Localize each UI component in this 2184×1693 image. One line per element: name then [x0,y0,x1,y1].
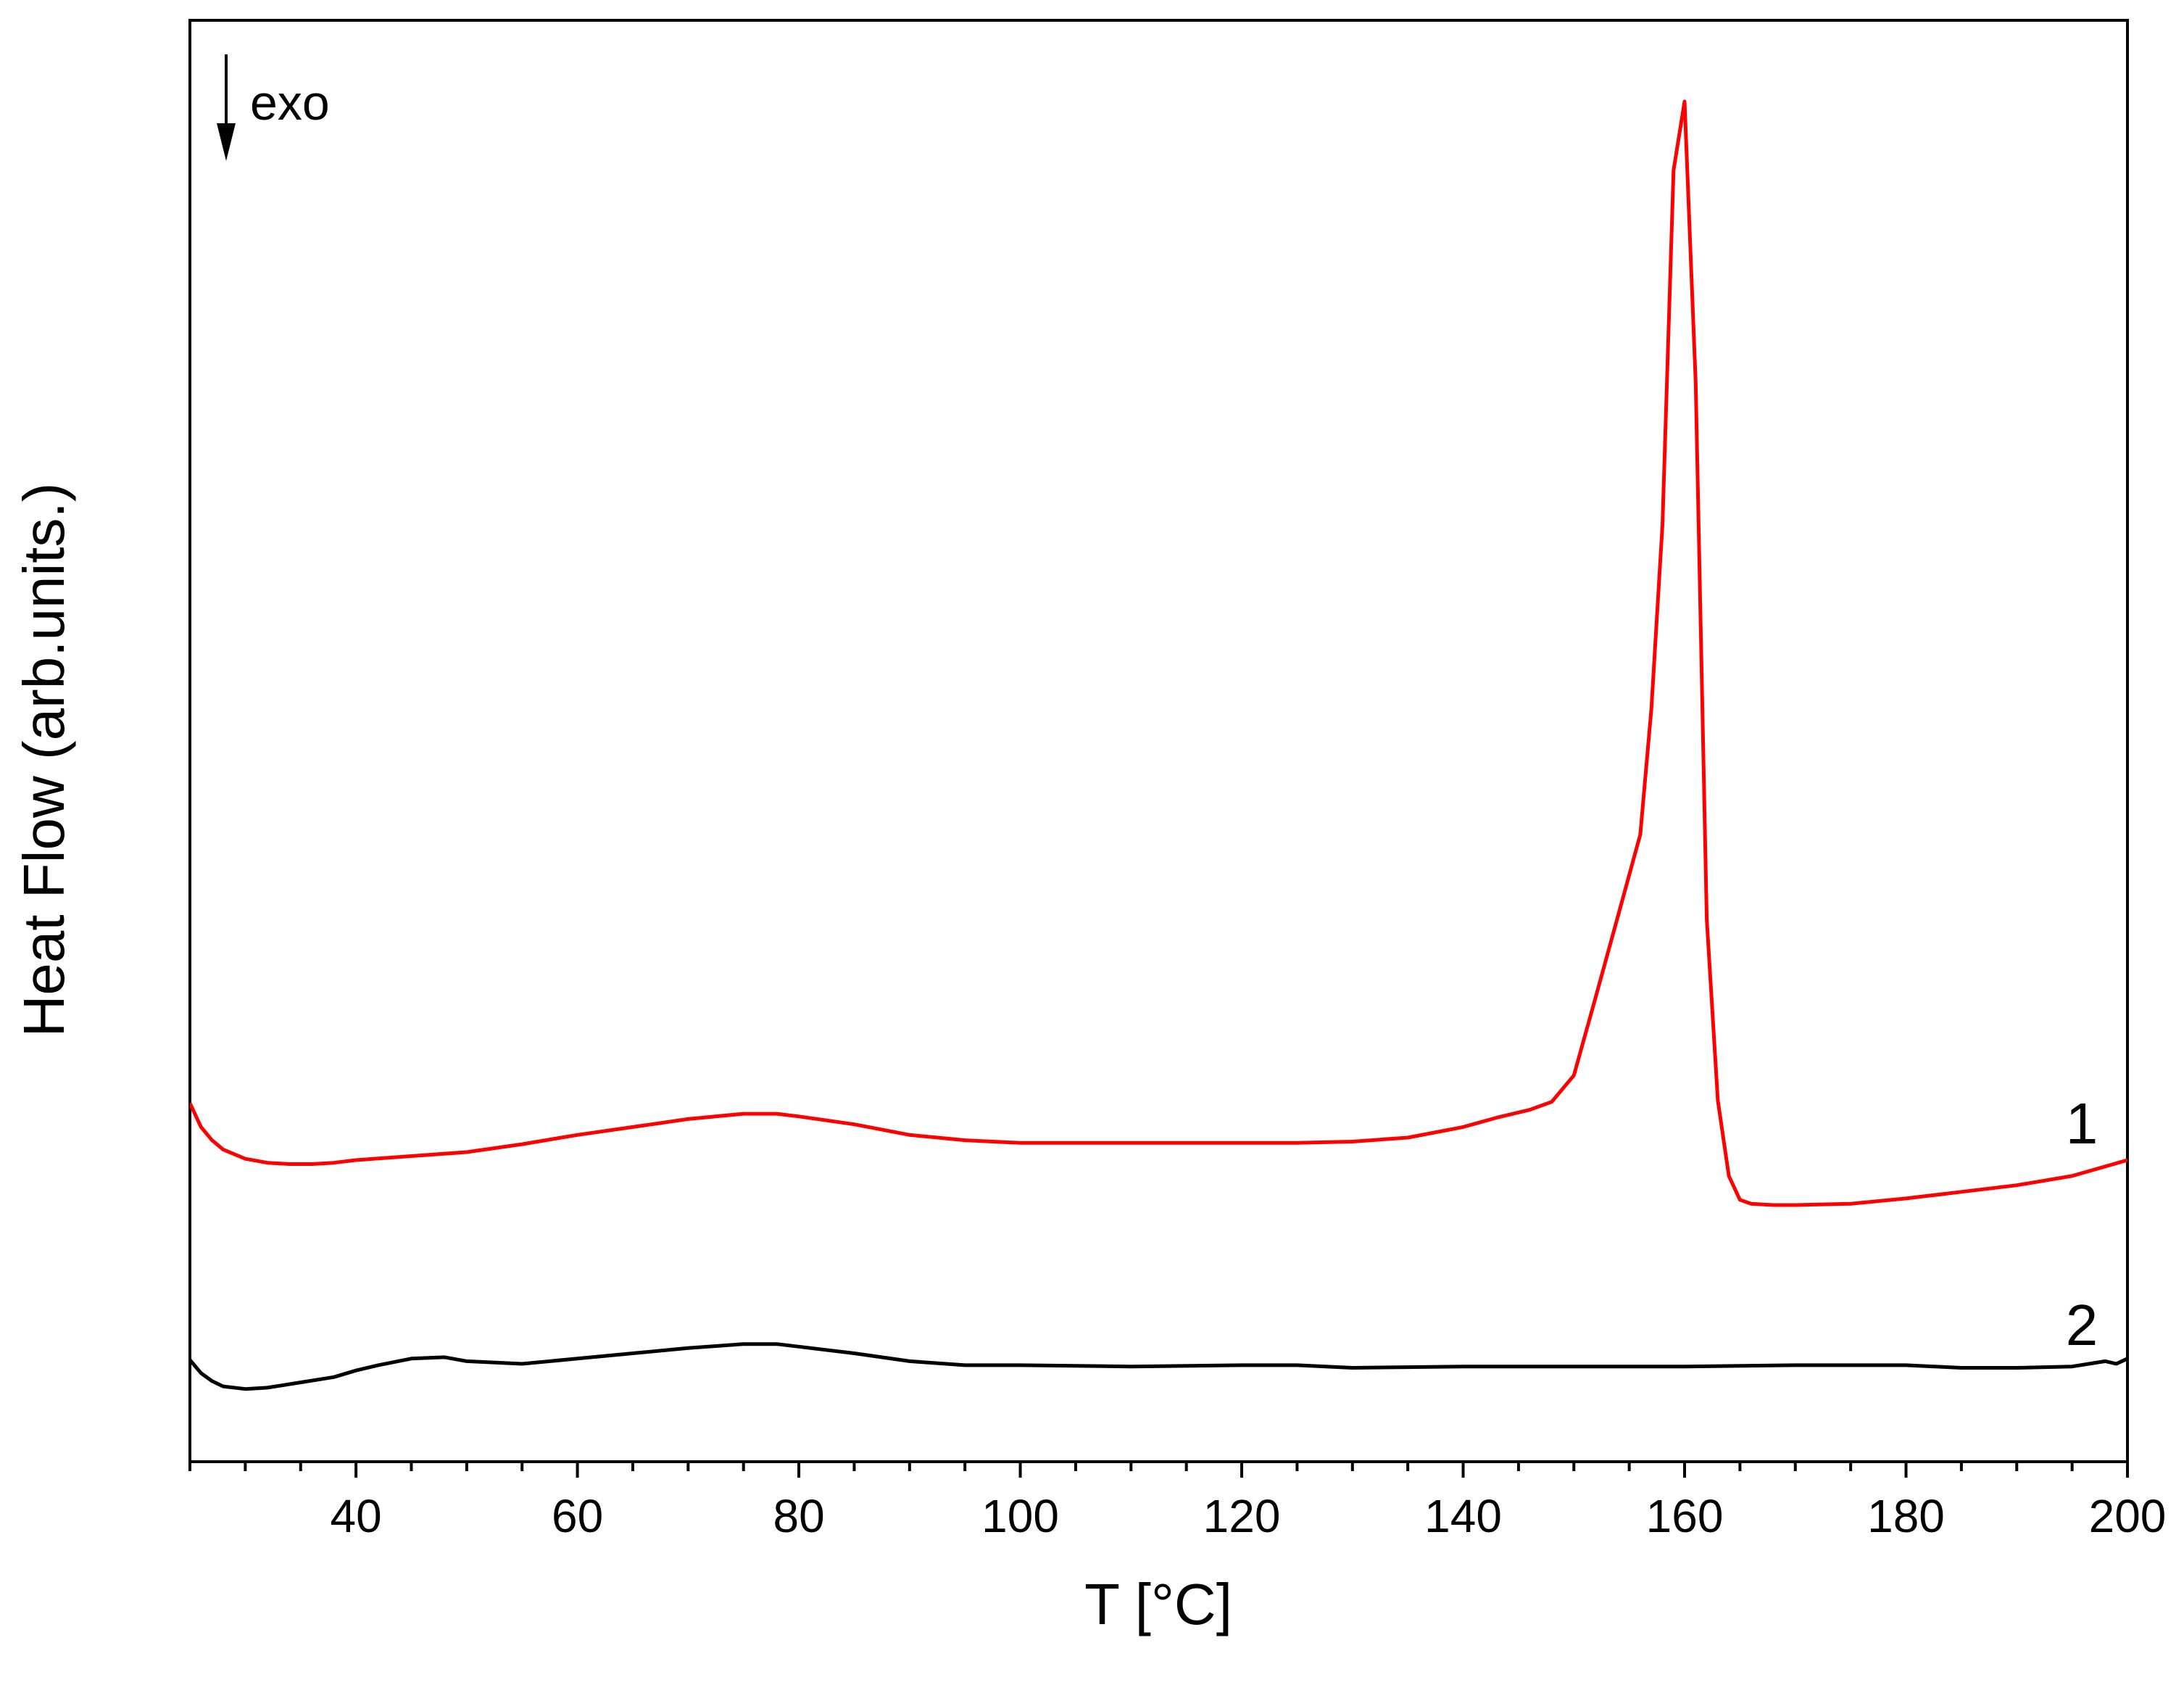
series-line-1 [190,99,2127,1207]
series-line-2 [190,1342,2127,1391]
exo-annotation: exo [217,54,330,161]
exo-arrow-head-icon [217,123,236,161]
y-axis-label: Heat Flow (arb.units.) [12,483,76,1038]
x-tick-label: 140 [1424,1490,1502,1542]
exo-label: exo [250,75,330,131]
x-axis-ticks [188,1462,2129,1478]
x-tick-label: 160 [1646,1490,1724,1542]
x-tick-label: 200 [2089,1490,2167,1542]
plot-frame [188,19,2129,1463]
x-tick-label: 100 [981,1490,1059,1542]
x-tick-label: 40 [331,1490,382,1542]
x-tick-label: 60 [552,1490,603,1542]
x-tick-label: 120 [1203,1490,1281,1542]
series-layer [190,99,2127,1391]
x-tick-label: 180 [1867,1490,1945,1542]
series-label-1: 1 [2066,1091,2098,1156]
series-label-2: 2 [2066,1293,2098,1357]
x-axis-tick-labels: 40 60 80 100 120 140 160 180 200 [331,1490,2167,1542]
x-axis-label: T [°C] [1084,1572,1232,1636]
series-labels: 12 [2066,1091,2098,1357]
x-tick-label: 80 [773,1490,824,1542]
